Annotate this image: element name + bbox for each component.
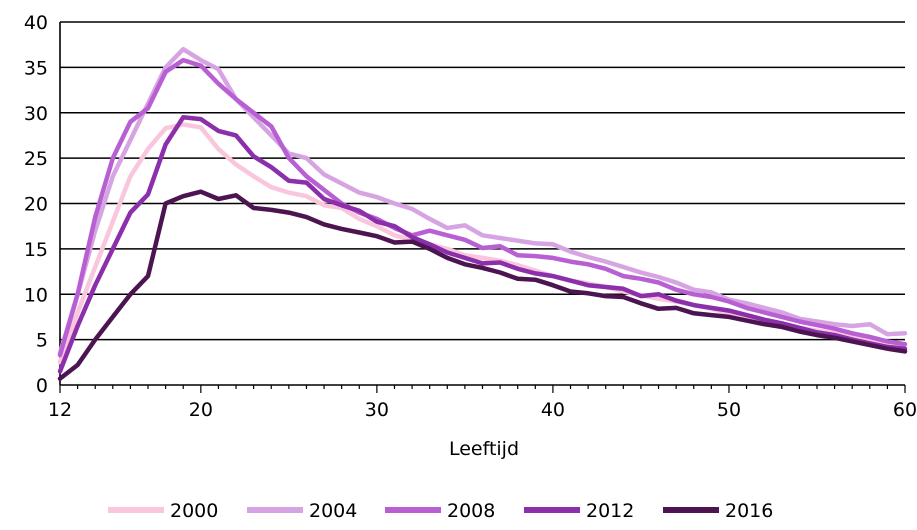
x-tick-label: 12	[48, 399, 72, 421]
y-tick-label: 0	[36, 375, 48, 397]
y-tick-label: 5	[36, 330, 48, 352]
x-tick-label: 60	[893, 399, 917, 421]
tick-labels: 0 5 10 15 20 25 30 35 40 12 20 30 40 50 60	[24, 12, 917, 421]
gridlines	[60, 21, 905, 341]
x-tick-label: 40	[541, 399, 565, 421]
legend-label-2004: 2004	[309, 500, 357, 522]
legend-label-2008: 2008	[447, 500, 495, 522]
x-tick-label: 20	[189, 399, 213, 421]
y-tick-label: 25	[24, 148, 48, 170]
x-axis-title: Leeftijd	[449, 438, 519, 460]
y-tick-label: 15	[24, 239, 48, 261]
y-tick-label: 10	[24, 284, 48, 306]
axes	[59, 22, 906, 393]
x-tick-label: 50	[717, 399, 741, 421]
y-tick-label: 30	[24, 103, 48, 125]
series-line-2016	[57, 189, 908, 381]
legend: 2000 2004 2008 2012 2016	[108, 500, 773, 522]
legend-label-2016: 2016	[725, 500, 773, 522]
y-tick-label: 35	[24, 57, 48, 79]
legend-label-2012: 2012	[586, 500, 634, 522]
x-tick-label: 30	[365, 399, 389, 421]
y-tick-label: 40	[24, 12, 48, 34]
legend-label-2000: 2000	[170, 500, 218, 522]
series-line-2004	[57, 46, 908, 356]
series-line-2012	[57, 115, 908, 374]
y-tick-label: 20	[24, 194, 48, 216]
series-line-2008	[57, 57, 908, 358]
series-lines	[57, 46, 908, 381]
